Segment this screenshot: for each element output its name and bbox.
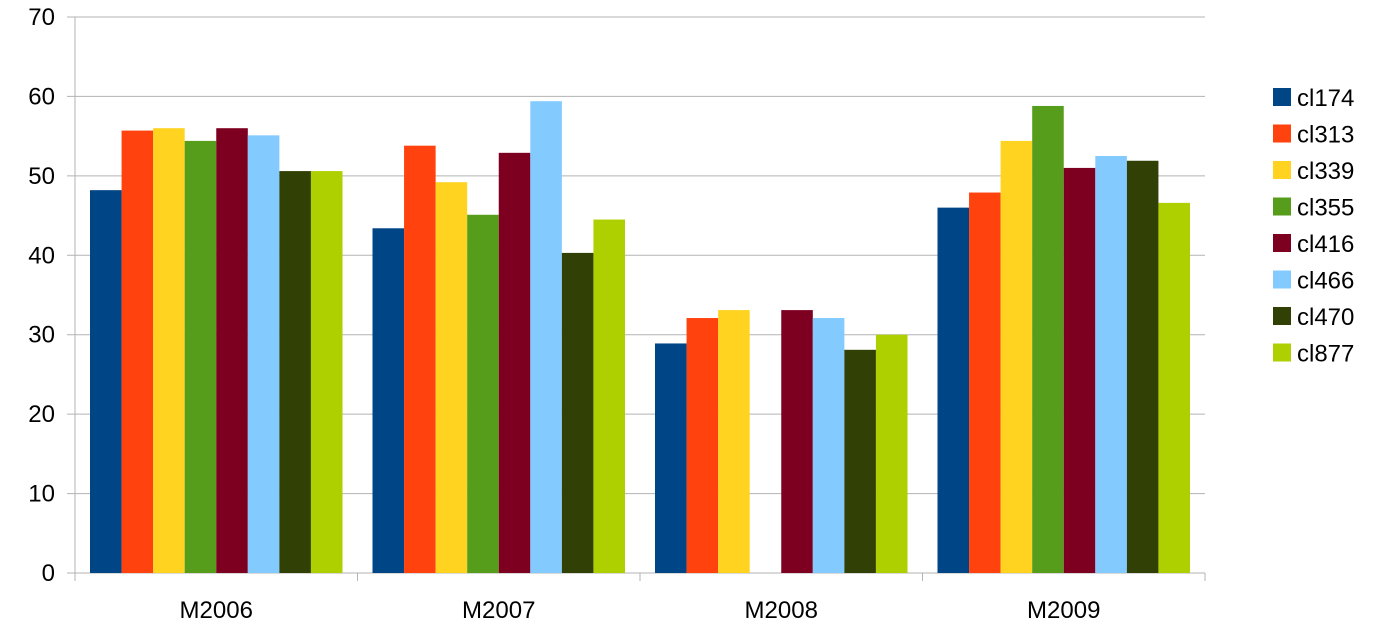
y-axis-ticks: 0 10 20 30 40 50 60 70: [28, 4, 55, 587]
x-category-label: M2007: [462, 597, 535, 624]
y-tick-label: 20: [28, 401, 55, 428]
y-tick-label: 70: [28, 4, 55, 31]
bar-cl313-M2009: [969, 192, 1001, 573]
bar-cl313-M2007: [404, 145, 436, 573]
y-tick-label: 10: [28, 481, 55, 508]
legend-swatch: [1273, 124, 1291, 143]
bar-cl339-M2009: [1000, 140, 1033, 573]
bar-cl339-M2008: [718, 310, 750, 573]
x-category-label: M2009: [1027, 597, 1100, 624]
legend-swatch: [1273, 270, 1291, 289]
legend-swatch: [1273, 161, 1291, 179]
bar-cl313-M2006: [121, 130, 154, 573]
bar-cl416-M2006: [216, 128, 248, 573]
bar-cl466-M2008: [812, 318, 845, 573]
bar-cl416-M2009: [1063, 167, 1096, 573]
legend-label: cl416: [1297, 231, 1354, 258]
legend-swatch: [1273, 88, 1291, 106]
bar-cl416-M2007: [498, 152, 531, 573]
x-axis-categories: M2006 M2007 M2008 M2009: [180, 597, 1101, 624]
y-tick-label: 60: [28, 83, 55, 110]
legend-swatch: [1273, 197, 1291, 216]
bar-cl470-M2009: [1126, 160, 1159, 573]
bar-cl877-M2007: [593, 219, 625, 574]
bar-cl174-M2006: [90, 190, 122, 573]
bar-cl174-M2007: [372, 228, 405, 573]
legend-swatch: [1273, 343, 1291, 362]
bar-cl416-M2008: [781, 310, 813, 573]
x-category-label: M2008: [745, 597, 818, 624]
y-tick-label: 30: [28, 322, 55, 349]
legend: cl174 cl313 cl339 cl355 cl416 cl466 cl470 cl877: [1273, 85, 1354, 368]
y-tick-label: 50: [28, 163, 55, 190]
bar-cl466-M2006: [247, 135, 280, 573]
legend-label: cl877: [1297, 341, 1354, 368]
bar-cl877-M2009: [1158, 202, 1190, 573]
bar-cl877-M2008: [875, 334, 908, 573]
legend-label: cl470: [1297, 304, 1354, 331]
legend-swatch: [1273, 307, 1291, 325]
legend-label: cl355: [1297, 195, 1354, 222]
bar-cl470-M2006: [279, 171, 311, 573]
bar-cl174-M2008: [655, 343, 687, 573]
bars: [90, 101, 1190, 574]
bar-cl466-M2009: [1095, 156, 1127, 573]
bar-cl466-M2007: [530, 101, 562, 574]
bar-cl355-M2006: [184, 140, 217, 573]
legend-label: cl174: [1297, 85, 1354, 112]
legend-label: cl313: [1297, 122, 1354, 149]
bar-cl313-M2008: [686, 318, 719, 573]
y-tick-label: 0: [42, 560, 55, 587]
x-category-label: M2006: [180, 597, 253, 624]
bar-cl470-M2007: [561, 252, 594, 573]
legend-label: cl339: [1297, 158, 1354, 185]
bar-cl339-M2007: [435, 182, 468, 573]
bar-cl470-M2008: [844, 349, 876, 573]
bar-cl877-M2006: [310, 171, 343, 573]
axes: [74, 17, 1206, 581]
y-tick-label: 40: [28, 242, 55, 269]
legend-swatch: [1273, 234, 1291, 252]
bar-cl355-M2009: [1032, 105, 1064, 574]
bar-cl339-M2006: [153, 128, 185, 573]
bar-cl174-M2009: [937, 207, 970, 573]
bar-cl355-M2007: [467, 214, 499, 573]
legend-label: cl466: [1297, 268, 1354, 295]
